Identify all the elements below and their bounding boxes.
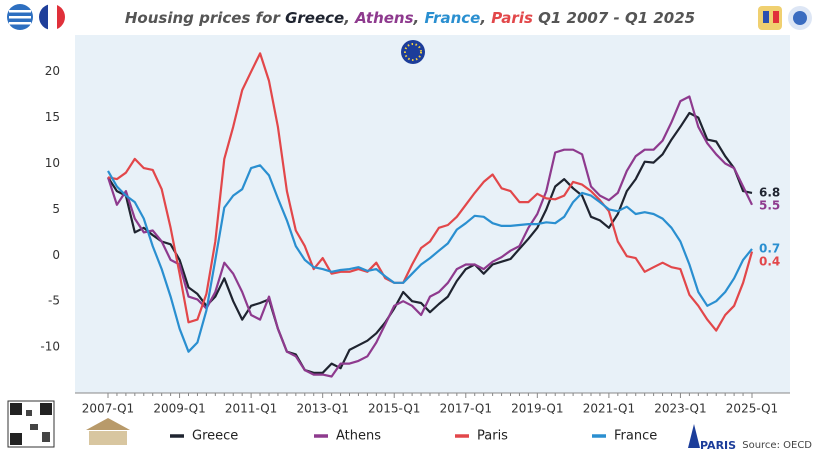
x-tick-label: 2007-Q1 <box>82 402 134 416</box>
legend-label: Athens <box>336 429 381 444</box>
title-part: Greece <box>285 9 344 27</box>
title-part: , <box>479 9 491 27</box>
x-tick-label: 2023-Q1 <box>654 402 706 416</box>
paris-logo: PARIS <box>688 424 736 452</box>
end-label: 5.5 <box>759 198 780 212</box>
legend-item: France <box>592 429 657 444</box>
legend-label: France <box>614 429 657 444</box>
y-tick-label: -5 <box>48 294 60 308</box>
series-line <box>107 111 753 374</box>
qr-code <box>7 400 55 448</box>
x-tick-label: 2011-Q1 <box>225 402 277 416</box>
legend-label: Paris <box>477 429 508 444</box>
y-tick-label: 15 <box>45 110 60 124</box>
svg-text:PARIS: PARIS <box>700 439 736 452</box>
series-line <box>106 95 753 378</box>
x-tick-label: 2025-Q1 <box>726 402 778 416</box>
title-part: Q1 2007 - Q1 2025 <box>533 9 695 27</box>
legend-item: Greece <box>170 429 238 444</box>
legend-label: Greece <box>192 429 238 444</box>
title-part: , <box>413 9 425 27</box>
title-part: Housing prices for <box>125 9 285 27</box>
series-line <box>107 52 754 332</box>
x-tick-label: 2019-Q1 <box>511 402 563 416</box>
title-part: France <box>424 9 480 27</box>
x-tick-label: 2013-Q1 <box>296 402 348 416</box>
x-tick-label: 2021-Q1 <box>583 402 635 416</box>
x-tick-label: 2015-Q1 <box>368 402 420 416</box>
map-icons <box>758 6 812 30</box>
end-label: 0.7 <box>759 241 780 255</box>
title-part: , <box>343 9 355 27</box>
source: Source: OECD <box>742 440 812 451</box>
athens-logo <box>86 418 130 445</box>
end-label: 0.4 <box>759 254 780 268</box>
end-label: 6.8 <box>759 185 780 199</box>
y-tick-label: 0 <box>52 248 60 262</box>
title-part: Paris <box>491 9 533 27</box>
legend-item: Paris <box>455 429 508 444</box>
y-tick-label: -10 <box>40 340 60 354</box>
title-part: Athens <box>354 9 413 27</box>
x-tick-label: 2009-Q1 <box>153 402 205 416</box>
chart-title: Housing prices for Greece, Athens, Franc… <box>125 9 695 27</box>
ecb-logo <box>401 40 425 64</box>
y-tick-label: 20 <box>45 64 60 78</box>
y-tick-label: 5 <box>52 202 60 216</box>
legend-item: Athens <box>314 429 381 444</box>
plot-background <box>75 35 790 393</box>
y-tick-label: 10 <box>45 156 60 170</box>
flag-france <box>39 4 65 30</box>
series-line <box>107 164 753 353</box>
x-tick-label: 2017-Q1 <box>440 402 492 416</box>
flag-greece <box>7 4 33 30</box>
